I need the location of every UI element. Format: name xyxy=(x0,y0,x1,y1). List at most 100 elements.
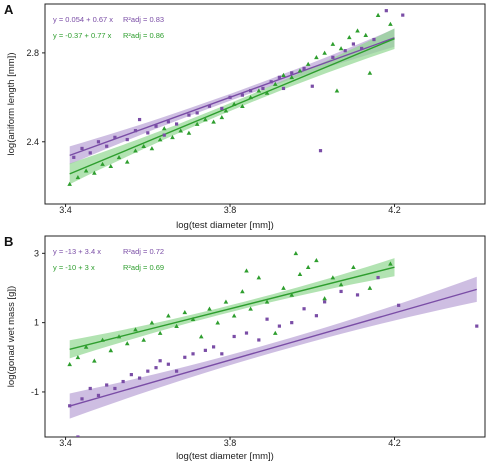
data-point xyxy=(330,275,336,280)
data-point xyxy=(137,376,142,380)
data-point xyxy=(133,129,138,133)
data-point xyxy=(220,106,224,111)
data-point xyxy=(314,314,319,318)
data-point xyxy=(186,130,192,135)
data-point xyxy=(330,41,336,46)
data-point xyxy=(149,146,155,151)
data-point xyxy=(355,293,360,297)
data-point xyxy=(149,320,155,325)
data-point xyxy=(174,122,179,126)
data-point xyxy=(360,46,364,51)
data-point xyxy=(322,296,327,301)
data-point xyxy=(105,383,109,387)
y-tick-label: 2.8 xyxy=(26,48,39,58)
data-point xyxy=(363,32,369,37)
data-point xyxy=(223,108,229,113)
data-point xyxy=(161,126,167,131)
plot-frame xyxy=(44,235,486,438)
data-point xyxy=(281,285,286,290)
data-point xyxy=(265,317,269,321)
data-point xyxy=(137,117,142,122)
data-point xyxy=(105,144,109,148)
panel-a: A 3.4 3.8 4.2 2.4 2.8 log(test diameter [mm]) l… xyxy=(4,2,486,231)
data-point xyxy=(183,355,187,359)
data-point xyxy=(187,113,191,117)
data-point xyxy=(125,137,129,142)
x-tick-label: 4.2 xyxy=(388,205,401,215)
data-point xyxy=(314,55,319,60)
data-point xyxy=(257,338,261,342)
data-point xyxy=(231,101,237,106)
plot-area xyxy=(67,251,479,437)
data-point xyxy=(314,257,319,263)
fit-equation: y = -10 + 3 x xyxy=(53,263,95,272)
y-axis-title: log(gonad wet mass [g]) xyxy=(6,286,17,387)
data-point xyxy=(305,61,311,66)
panel-letter: A xyxy=(4,2,14,17)
data-point xyxy=(96,140,101,144)
data-point xyxy=(83,344,89,349)
data-point xyxy=(178,128,184,133)
data-point xyxy=(293,251,299,256)
data-point xyxy=(121,379,125,384)
data-point xyxy=(124,159,130,164)
data-point xyxy=(248,95,253,100)
data-point xyxy=(231,313,237,318)
data-point xyxy=(154,366,158,370)
data-point xyxy=(124,341,130,346)
data-point xyxy=(322,50,327,55)
data-point xyxy=(338,46,344,51)
data-point xyxy=(113,135,117,139)
data-point xyxy=(83,168,89,173)
data-point xyxy=(223,299,229,304)
data-point xyxy=(261,86,265,91)
x-tick-label: 4.2 xyxy=(388,438,401,448)
y-tick-label: -1 xyxy=(31,387,39,397)
y-axis-title: log(aniform length [mm]) xyxy=(6,53,17,156)
data-point xyxy=(310,84,314,88)
data-point xyxy=(108,163,114,169)
data-point xyxy=(67,361,72,367)
y-tick-label: 3 xyxy=(34,248,39,258)
data-point xyxy=(174,323,179,328)
data-point xyxy=(116,155,122,160)
data-point xyxy=(281,72,286,77)
data-point xyxy=(166,120,170,124)
data-point xyxy=(157,137,163,142)
data-point xyxy=(100,161,105,166)
data-point xyxy=(376,275,380,280)
data-point xyxy=(334,88,340,93)
data-point xyxy=(272,330,278,335)
data-point xyxy=(367,70,373,75)
data-point xyxy=(401,13,405,17)
fit-line xyxy=(69,288,477,407)
data-point xyxy=(146,131,150,135)
r2-label: R²adj = 0.86 xyxy=(123,31,164,40)
data-point xyxy=(108,348,114,353)
data-point xyxy=(323,300,327,304)
data-point xyxy=(113,386,117,391)
data-point xyxy=(88,151,92,155)
fit-line xyxy=(69,38,395,175)
data-point xyxy=(339,289,343,294)
data-point xyxy=(96,393,101,398)
x-tick-label: 3.4 xyxy=(59,205,72,215)
data-point xyxy=(289,292,295,297)
data-point xyxy=(290,321,294,325)
data-point xyxy=(211,119,216,124)
data-point xyxy=(80,397,84,401)
data-point xyxy=(80,146,84,151)
data-point xyxy=(384,9,388,13)
data-point xyxy=(157,330,163,335)
data-point xyxy=(248,306,253,311)
data-point xyxy=(195,111,199,115)
data-point xyxy=(133,148,138,153)
x-tick-label: 3.8 xyxy=(224,205,237,215)
panel-b: B 3.4 3.8 4.2 -1 1 3 log(test diameter [mm]) log… xyxy=(4,234,486,461)
data-point xyxy=(207,306,212,311)
r2-label: R²adj = 0.72 xyxy=(123,247,164,256)
data-point xyxy=(244,331,249,335)
data-point xyxy=(338,282,344,287)
data-point xyxy=(302,66,306,71)
data-point xyxy=(146,369,150,373)
